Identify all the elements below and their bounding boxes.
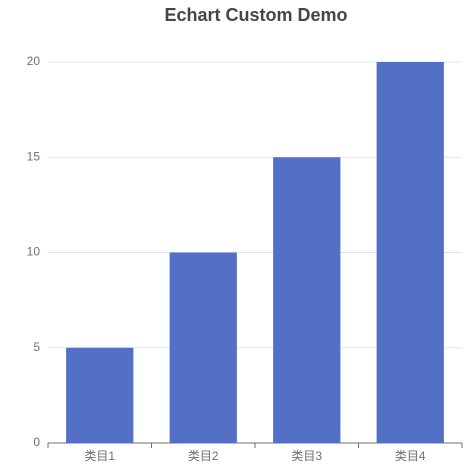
bar [66, 347, 134, 443]
y-tick-label: 0 [33, 435, 40, 449]
y-tick-label: 5 [33, 340, 40, 354]
chart-title: Echart Custom Demo [164, 5, 347, 25]
x-tick-label: 类目4 [395, 449, 426, 463]
x-tick-label: 类目2 [188, 449, 219, 463]
y-tick-label: 15 [27, 149, 41, 163]
bar [169, 252, 237, 443]
y-tick-label: 20 [27, 54, 41, 68]
x-tick-label: 类目3 [291, 449, 322, 463]
bar [376, 62, 444, 443]
y-tick-label: 10 [27, 245, 41, 259]
bar [273, 157, 341, 443]
x-tick-label: 类目1 [84, 449, 115, 463]
